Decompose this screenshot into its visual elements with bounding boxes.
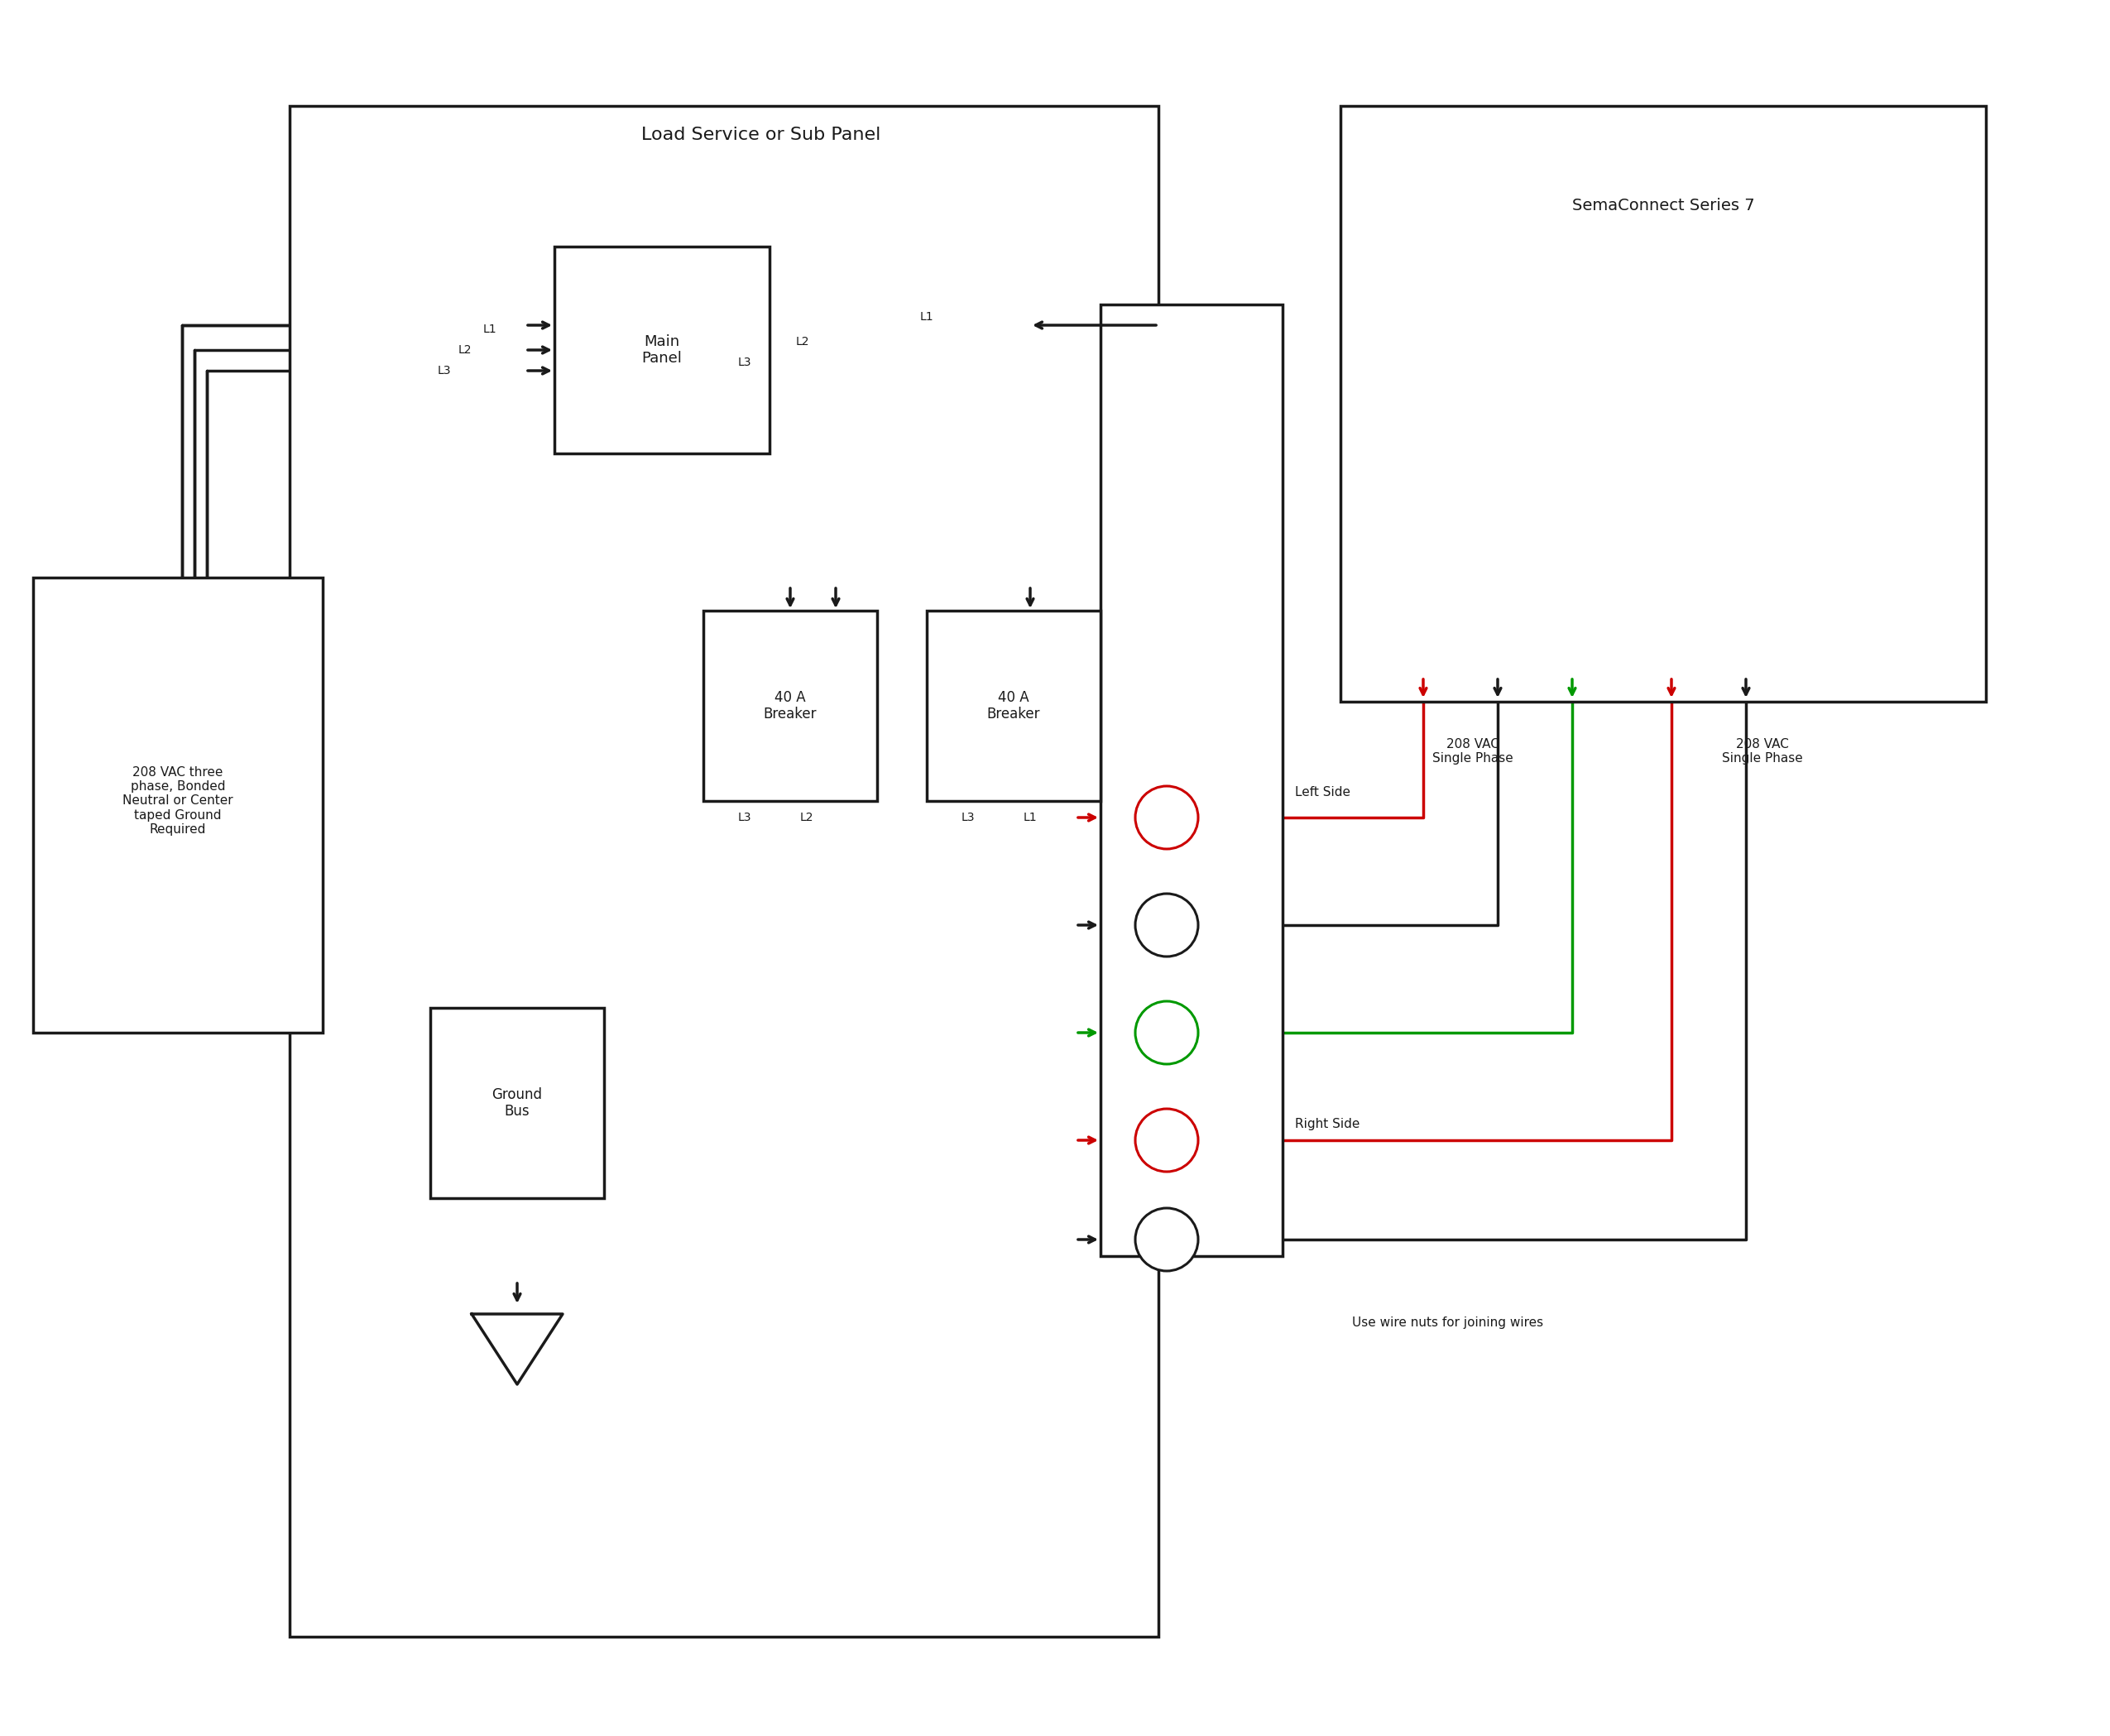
Text: L1: L1 (483, 323, 496, 335)
Bar (34, 578, 323, 1033)
Text: L1: L1 (1023, 812, 1036, 823)
Text: Load Service or Sub Panel: Load Service or Sub Panel (641, 127, 882, 142)
Text: Use wire nuts for joining wires: Use wire nuts for joining wires (1353, 1316, 1545, 1328)
Text: Ground
Bus: Ground Bus (492, 1087, 542, 1120)
Bar (1340, 106, 1986, 701)
Text: L1: L1 (920, 311, 933, 323)
Text: L2: L2 (458, 344, 473, 356)
Circle shape (1135, 894, 1198, 957)
Text: Main
Panel: Main Panel (641, 333, 682, 366)
Bar (555, 247, 770, 453)
Circle shape (1135, 786, 1198, 849)
Text: L2: L2 (795, 337, 810, 347)
Text: Right Side: Right Side (1296, 1118, 1359, 1130)
Text: L2: L2 (800, 812, 814, 823)
Text: L3: L3 (437, 365, 452, 377)
Text: 208 VAC
Single Phase: 208 VAC Single Phase (1722, 738, 1802, 766)
Circle shape (1135, 1002, 1198, 1064)
Text: L3: L3 (738, 812, 751, 823)
Bar (926, 611, 1101, 800)
Circle shape (1135, 1109, 1198, 1172)
Text: L3: L3 (962, 812, 975, 823)
Text: L3: L3 (738, 356, 751, 368)
Text: 208 VAC
Single Phase: 208 VAC Single Phase (1433, 738, 1513, 766)
Text: Left Side: Left Side (1296, 786, 1350, 799)
Bar (703, 611, 878, 800)
Text: 208 VAC three
phase, Bonded
Neutral or Center
taped Ground
Required: 208 VAC three phase, Bonded Neutral or C… (122, 766, 234, 837)
Bar (430, 1009, 603, 1198)
Text: 40 A
Breaker: 40 A Breaker (987, 689, 1040, 722)
Bar (1101, 304, 1283, 1257)
Text: SemaConnect Series 7: SemaConnect Series 7 (1572, 198, 1753, 214)
Circle shape (1135, 1208, 1198, 1271)
Bar (289, 106, 1158, 1637)
Text: 40 A
Breaker: 40 A Breaker (764, 689, 817, 722)
